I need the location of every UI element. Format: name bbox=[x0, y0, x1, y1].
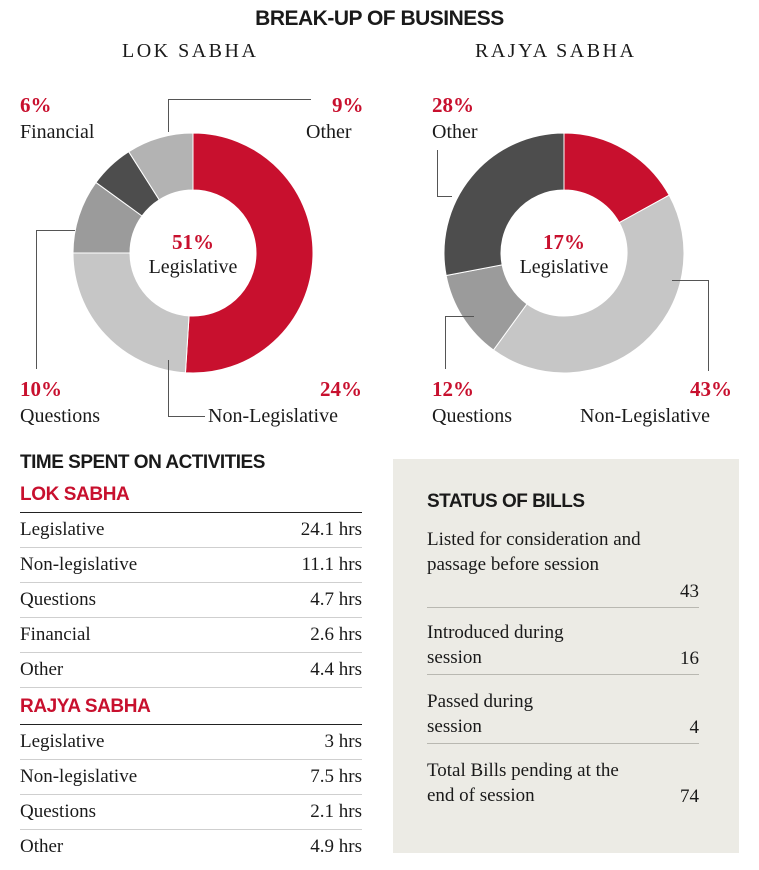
row-label: Legislative bbox=[20, 519, 105, 540]
bill-status-value: 4 bbox=[689, 717, 700, 738]
row-label: Questions bbox=[20, 801, 96, 822]
row-value: 4.7 hrs bbox=[310, 589, 362, 610]
rs-center-pct: 17% bbox=[543, 230, 585, 254]
table-row: Financial 2.6 hrs bbox=[20, 618, 362, 653]
rs-other-pct: 28% bbox=[432, 93, 474, 117]
ls-nonlegislative-pct: 24% bbox=[320, 377, 362, 401]
ls-nonlegislative-leader-line bbox=[168, 360, 205, 417]
row-value: 24.1 hrs bbox=[300, 519, 362, 540]
rs-nonlegislative-label: Non-Legislative bbox=[580, 405, 710, 427]
lok-sabha-donut-chart: 51%Legislative bbox=[72, 132, 314, 374]
table-row: Legislative 3 hrs bbox=[20, 725, 362, 760]
row-label: Financial bbox=[20, 624, 91, 645]
status-of-bills-panel: STATUS OF BILLS Listed for consideration… bbox=[393, 459, 739, 853]
table-row: Non-legislative 11.1 hrs bbox=[20, 548, 362, 583]
lok-sabha-chart-title: LOK SABHA bbox=[122, 40, 259, 62]
row-value: 7.5 hrs bbox=[310, 766, 362, 787]
ls-financial-label: Financial bbox=[20, 121, 95, 143]
list-item: Introduced during session 16 bbox=[427, 620, 699, 675]
rs-questions-label: Questions bbox=[432, 405, 512, 427]
row-value: 11.1 hrs bbox=[301, 554, 362, 575]
ls-slice-legislative bbox=[184, 132, 314, 374]
rajya-sabha-heading: RAJYA SABHA bbox=[20, 694, 362, 725]
ls-questions-label: Questions bbox=[20, 405, 100, 427]
rs-nonlegislative-pct: 43% bbox=[690, 377, 732, 401]
ls-nonlegislative-label: Non-Legislative bbox=[208, 405, 338, 427]
ls-questions-leader-line bbox=[36, 230, 75, 369]
time-spent-title: TIME SPENT ON ACTIVITIES bbox=[20, 452, 265, 473]
bill-status-value: 16 bbox=[680, 648, 699, 669]
ls-slice-other bbox=[128, 132, 194, 201]
ls-financial-pct: 6% bbox=[20, 93, 52, 117]
bill-status-label: Passed during session bbox=[427, 691, 534, 737]
bill-status-label: Listed for consideration and passage bef… bbox=[427, 529, 641, 575]
list-item: Total Bills pending at the end of sessio… bbox=[427, 758, 699, 812]
ls-center-label: Legislative bbox=[149, 256, 238, 278]
bill-status-value: 43 bbox=[680, 581, 699, 602]
row-label: Other bbox=[20, 659, 64, 680]
rs-questions-pct: 12% bbox=[432, 377, 474, 401]
table-row: Other 4.9 hrs bbox=[20, 830, 362, 864]
status-of-bills-title: STATUS OF BILLS bbox=[427, 491, 585, 512]
row-label: Other bbox=[20, 836, 64, 857]
row-value: 4.4 hrs bbox=[310, 659, 362, 680]
bill-status-value: 74 bbox=[680, 786, 699, 807]
rs-slice-other bbox=[443, 132, 565, 277]
ls-questions-pct: 10% bbox=[20, 377, 62, 401]
rs-slice-non-legislative bbox=[492, 194, 685, 374]
list-item: Passed during session 4 bbox=[427, 689, 699, 744]
row-label: Legislative bbox=[20, 731, 105, 752]
table-row: Questions 2.1 hrs bbox=[20, 795, 362, 830]
row-label: Non-legislative bbox=[20, 554, 138, 575]
rs-nonlegislative-leader-line bbox=[672, 280, 709, 371]
infographic-title: BREAK-UP OF BUSINESS bbox=[255, 7, 504, 30]
ls-slice-non-legislative bbox=[72, 252, 190, 374]
rs-other-label: Other bbox=[432, 121, 478, 143]
row-value: 4.9 hrs bbox=[310, 836, 362, 857]
rajya-sabha-donut-chart: 17%Legislative bbox=[443, 132, 685, 374]
rajya-sabha-chart-title: RAJYA SABHA bbox=[475, 40, 637, 62]
ls-other-leader-line bbox=[168, 99, 311, 132]
row-value: 3 hrs bbox=[324, 731, 362, 752]
ls-other-pct: 9% bbox=[332, 93, 364, 117]
row-label: Non-legislative bbox=[20, 766, 138, 787]
rs-other-leader-line bbox=[437, 150, 452, 197]
row-label: Questions bbox=[20, 589, 96, 610]
row-value: 2.6 hrs bbox=[310, 624, 362, 645]
list-item: Listed for consideration and passage bef… bbox=[427, 527, 699, 608]
table-row: Non-legislative 7.5 hrs bbox=[20, 760, 362, 795]
bill-status-label: Introduced during session bbox=[427, 622, 564, 668]
row-value: 2.1 hrs bbox=[310, 801, 362, 822]
table-row: Other 4.4 hrs bbox=[20, 653, 362, 688]
rs-center-label: Legislative bbox=[520, 256, 609, 278]
rs-questions-leader-line bbox=[445, 316, 474, 369]
rajya-sabha-rows: Legislative 3 hrs Non-legislative 7.5 hrs … bbox=[20, 725, 362, 864]
lok-sabha-heading: LOK SABHA bbox=[20, 482, 362, 513]
table-row: Legislative 24.1 hrs bbox=[20, 513, 362, 548]
ls-center-pct: 51% bbox=[172, 230, 214, 254]
time-spent-table: TIME SPENT ON ACTIVITIES LOK SABHA Legis… bbox=[20, 452, 362, 864]
ls-other-label: Other bbox=[306, 121, 352, 143]
bill-status-label: Total Bills pending at the end of sessio… bbox=[427, 760, 619, 806]
lok-sabha-rows: Legislative 24.1 hrs Non-legislative 11.1 … bbox=[20, 513, 362, 688]
table-row: Questions 4.7 hrs bbox=[20, 583, 362, 618]
